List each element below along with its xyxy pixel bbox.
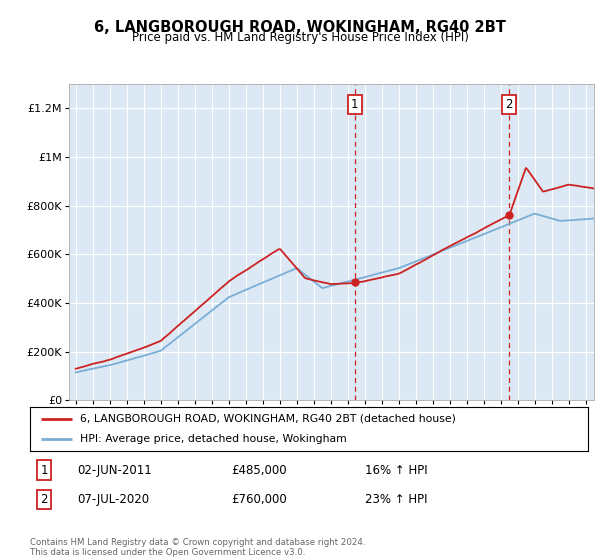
Text: Contains HM Land Registry data © Crown copyright and database right 2024.
This d: Contains HM Land Registry data © Crown c… <box>30 538 365 557</box>
Text: 1: 1 <box>40 464 48 477</box>
Text: 6, LANGBOROUGH ROAD, WOKINGHAM, RG40 2BT: 6, LANGBOROUGH ROAD, WOKINGHAM, RG40 2BT <box>94 20 506 35</box>
Text: 2: 2 <box>505 98 513 111</box>
Text: 07-JUL-2020: 07-JUL-2020 <box>77 493 149 506</box>
Text: Price paid vs. HM Land Registry's House Price Index (HPI): Price paid vs. HM Land Registry's House … <box>131 31 469 44</box>
Text: 16% ↑ HPI: 16% ↑ HPI <box>365 464 427 477</box>
Text: 1: 1 <box>351 98 359 111</box>
Text: £485,000: £485,000 <box>231 464 287 477</box>
Text: £760,000: £760,000 <box>231 493 287 506</box>
Text: 6, LANGBOROUGH ROAD, WOKINGHAM, RG40 2BT (detached house): 6, LANGBOROUGH ROAD, WOKINGHAM, RG40 2BT… <box>80 414 456 424</box>
Text: 2: 2 <box>40 493 48 506</box>
Text: 02-JUN-2011: 02-JUN-2011 <box>77 464 152 477</box>
Text: 23% ↑ HPI: 23% ↑ HPI <box>365 493 427 506</box>
Text: HPI: Average price, detached house, Wokingham: HPI: Average price, detached house, Woki… <box>80 433 347 444</box>
